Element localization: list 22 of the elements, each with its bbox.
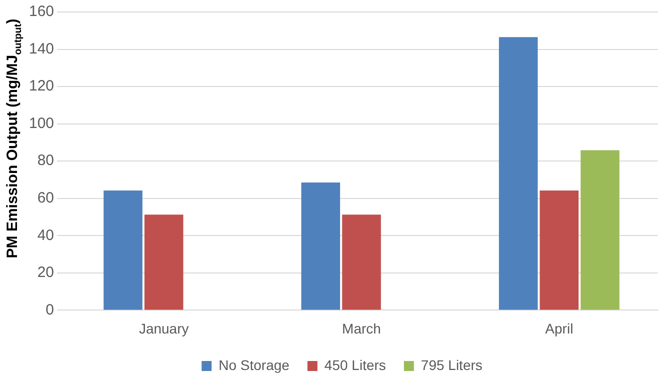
- bar: [104, 190, 142, 310]
- x-tick-label: March: [342, 320, 381, 336]
- y-tick-label: 60: [37, 190, 54, 207]
- bar: [301, 182, 340, 310]
- bar: [144, 214, 184, 310]
- y-tick-label: 80: [37, 152, 54, 170]
- legend-label: 450 Liters: [324, 356, 386, 373]
- x-tick-label: January: [138, 320, 189, 336]
- y-tick-label: 100: [28, 114, 54, 132]
- legend-label: No Storage: [218, 356, 290, 373]
- y-tick-label: 140: [28, 40, 54, 58]
- y-tick-label: 120: [28, 78, 54, 95]
- x-tick-label: April: [545, 320, 574, 336]
- bar: [540, 190, 579, 310]
- y-tick-label: 0: [46, 301, 54, 318]
- bar: [580, 150, 620, 310]
- y-tick-label: 20: [37, 264, 54, 282]
- y-tick-label: 40: [37, 226, 54, 244]
- y-tick-label: 160: [28, 3, 54, 20]
- bar: [498, 37, 538, 310]
- legend-label: 795 Liters: [420, 356, 482, 373]
- bar: [342, 214, 381, 310]
